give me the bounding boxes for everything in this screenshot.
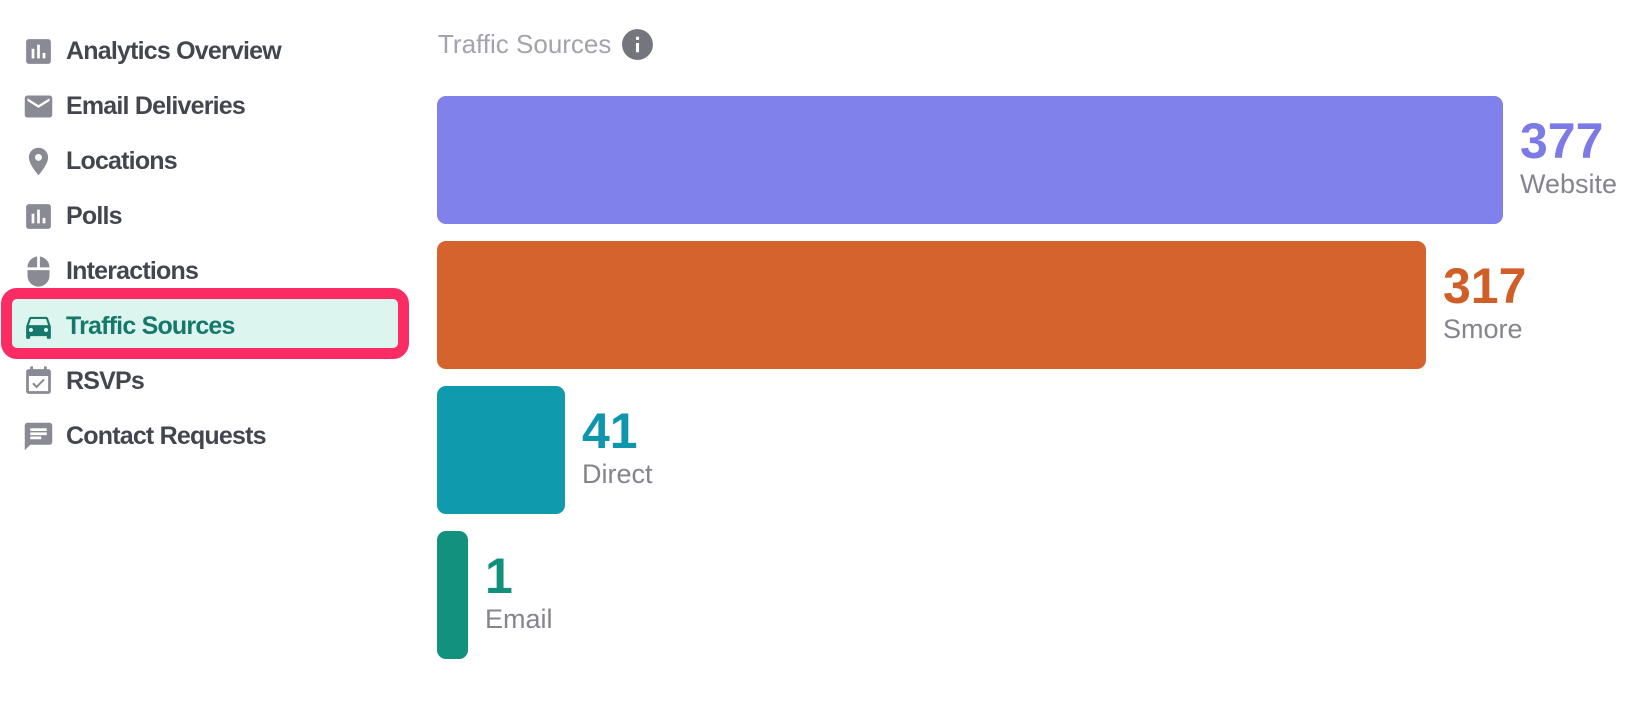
- chart-title: Traffic Sources: [438, 29, 612, 59]
- bar-value-block: 317 Smore: [1443, 241, 1526, 369]
- envelope-icon: [22, 90, 55, 123]
- chat-icon: [22, 420, 55, 453]
- sidebar-item-label: Traffic Sources: [66, 312, 235, 340]
- bar-value: 377: [1520, 112, 1604, 169]
- annotation-highlight-box: [1, 288, 409, 359]
- bar-chart-icon: [22, 35, 55, 68]
- bar-value-block: 377 Website: [1520, 96, 1617, 224]
- bar-row-smore: 317 Smore: [437, 241, 1526, 369]
- bar-chart-icon: [22, 200, 55, 233]
- sidebar-item-traffic-sources[interactable]: Traffic Sources: [0, 288, 432, 359]
- sidebar-item-label: Interactions: [66, 257, 199, 285]
- bar-value-block: 41 Direct: [582, 386, 653, 514]
- info-icon[interactable]: [619, 26, 656, 63]
- bar-value: 317: [1443, 257, 1527, 314]
- chart-header: Traffic Sources: [438, 26, 656, 63]
- sidebar-item-rsvps[interactable]: RSVPs: [0, 354, 432, 409]
- bar-direct[interactable]: [437, 386, 565, 514]
- sidebar-item-email-deliveries[interactable]: Email Deliveries: [0, 79, 432, 134]
- sidebar-item-polls[interactable]: Polls: [0, 189, 432, 244]
- bar-value: 41: [582, 402, 638, 459]
- sidebar-item-label: RSVPs: [66, 367, 145, 395]
- bar-smore[interactable]: [437, 241, 1426, 369]
- sidebar: Analytics Overview Email Deliveries Locati…: [0, 24, 432, 464]
- bar-label: Email: [485, 603, 553, 634]
- car-icon: [22, 310, 55, 343]
- calendar-check-icon: [22, 365, 55, 398]
- sidebar-item-label: Contact Requests: [66, 422, 267, 450]
- mouse-icon: [22, 255, 55, 288]
- map-pin-icon: [22, 145, 55, 178]
- bar-label: Direct: [582, 458, 653, 489]
- sidebar-item-label: Analytics Overview: [66, 37, 282, 65]
- bar-email[interactable]: [437, 531, 468, 659]
- bar-value: 1: [485, 547, 513, 604]
- sidebar-item-analytics-overview[interactable]: Analytics Overview: [0, 24, 432, 79]
- bar-row-email: 1 Email: [437, 531, 553, 659]
- bar-label: Smore: [1443, 313, 1523, 344]
- bar-row-direct: 41 Direct: [437, 386, 653, 514]
- sidebar-item-interactions[interactable]: Interactions: [0, 244, 432, 299]
- sidebar-item-label: Polls: [66, 202, 123, 230]
- bar-label: Website: [1520, 168, 1618, 199]
- bar-value-block: 1 Email: [485, 531, 553, 659]
- bar-website[interactable]: [437, 96, 1503, 224]
- sidebar-item-contact-requests[interactable]: Contact Requests: [0, 409, 432, 464]
- sidebar-item-label: Locations: [66, 147, 178, 175]
- sidebar-item-locations[interactable]: Locations: [0, 134, 432, 189]
- sidebar-item-label: Email Deliveries: [66, 92, 246, 120]
- bar-row-website: 377 Website: [437, 96, 1617, 224]
